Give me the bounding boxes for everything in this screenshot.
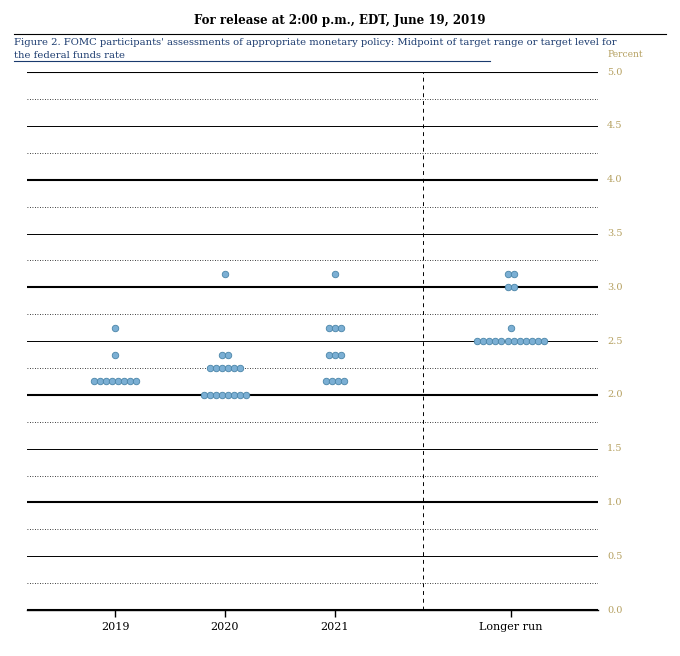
Text: 3.5: 3.5 bbox=[607, 229, 623, 238]
Text: For release at 2:00 p.m., EDT, June 19, 2019: For release at 2:00 p.m., EDT, June 19, … bbox=[194, 14, 486, 28]
Text: the federal funds rate: the federal funds rate bbox=[14, 51, 124, 60]
Point bbox=[109, 349, 120, 359]
Point bbox=[526, 336, 537, 346]
Point bbox=[113, 376, 124, 386]
Point bbox=[216, 363, 227, 373]
Point bbox=[205, 363, 216, 373]
Point bbox=[326, 376, 337, 386]
Point bbox=[508, 269, 519, 279]
Point bbox=[119, 376, 130, 386]
Point bbox=[95, 376, 105, 386]
Text: 0.0: 0.0 bbox=[607, 605, 623, 615]
Text: 1.5: 1.5 bbox=[607, 444, 623, 453]
Point bbox=[514, 336, 525, 346]
Point bbox=[323, 322, 334, 333]
Text: 2.5: 2.5 bbox=[607, 337, 623, 346]
Point bbox=[222, 363, 233, 373]
Point bbox=[199, 390, 209, 400]
Point bbox=[210, 363, 221, 373]
Point bbox=[241, 390, 252, 400]
Point bbox=[235, 363, 245, 373]
Point bbox=[320, 376, 331, 386]
Point bbox=[339, 376, 350, 386]
Text: 4.5: 4.5 bbox=[607, 121, 623, 131]
Text: 3.0: 3.0 bbox=[607, 283, 623, 292]
Point bbox=[329, 349, 340, 359]
Point bbox=[220, 269, 231, 279]
Point bbox=[323, 349, 334, 359]
Point bbox=[88, 376, 99, 386]
Point bbox=[478, 336, 489, 346]
Point bbox=[508, 282, 519, 293]
Text: 4.0: 4.0 bbox=[607, 175, 623, 184]
Point bbox=[216, 349, 227, 359]
Point bbox=[205, 390, 216, 400]
Point bbox=[490, 336, 501, 346]
Point bbox=[329, 322, 340, 333]
Text: 1.0: 1.0 bbox=[607, 498, 623, 507]
Point bbox=[216, 390, 227, 400]
Point bbox=[222, 349, 233, 359]
Point bbox=[335, 349, 346, 359]
Text: 2.0: 2.0 bbox=[607, 390, 623, 400]
Point bbox=[124, 376, 135, 386]
Point bbox=[335, 322, 346, 333]
Point bbox=[539, 336, 549, 346]
Text: Figure 2. FOMC participants' assessments of appropriate monetary policy: Midpoin: Figure 2. FOMC participants' assessments… bbox=[14, 38, 616, 47]
Point bbox=[502, 336, 513, 346]
Point bbox=[502, 282, 513, 293]
Point bbox=[109, 322, 120, 333]
Point bbox=[222, 390, 233, 400]
Point bbox=[329, 269, 340, 279]
Point bbox=[101, 376, 112, 386]
Point bbox=[235, 390, 245, 400]
Point bbox=[520, 336, 531, 346]
Point bbox=[228, 390, 239, 400]
Point bbox=[532, 336, 543, 346]
Text: Percent: Percent bbox=[607, 51, 643, 59]
Point bbox=[472, 336, 483, 346]
Text: 5.0: 5.0 bbox=[607, 68, 623, 77]
Point bbox=[107, 376, 118, 386]
Point bbox=[496, 336, 507, 346]
Point bbox=[333, 376, 343, 386]
Point bbox=[508, 336, 519, 346]
Point bbox=[502, 269, 513, 279]
Point bbox=[210, 390, 221, 400]
Point bbox=[505, 322, 516, 333]
Point bbox=[484, 336, 495, 346]
Point bbox=[228, 363, 239, 373]
Text: 0.5: 0.5 bbox=[607, 552, 623, 561]
Point bbox=[131, 376, 141, 386]
